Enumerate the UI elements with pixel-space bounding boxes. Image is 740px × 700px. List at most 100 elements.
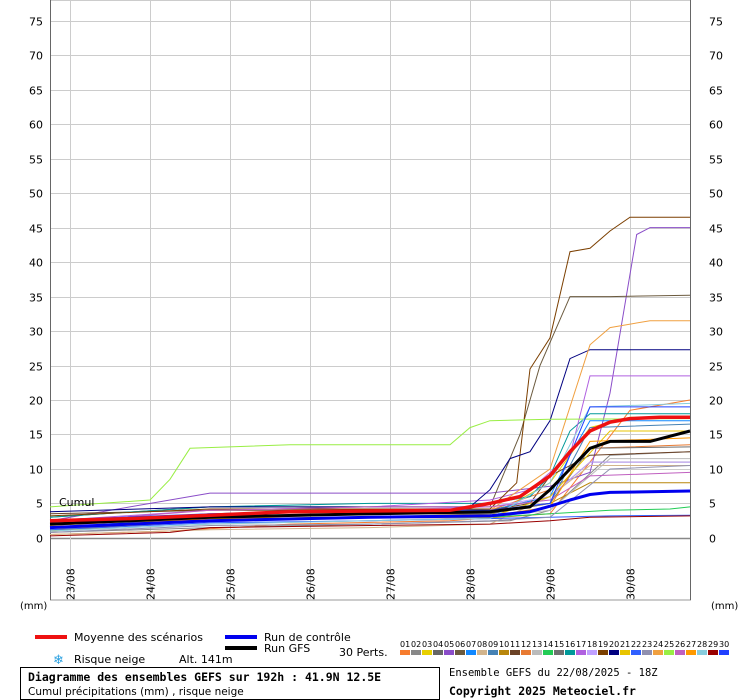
- member-legend-swatch: [433, 650, 443, 655]
- series-line-run-de-contr-le: [49, 489, 691, 530]
- x-tick-label: 23/08: [65, 568, 78, 600]
- member-legend-swatch: [499, 650, 509, 655]
- snowflake-icon: ❄: [53, 653, 64, 668]
- x-tick-label: 26/08: [305, 568, 318, 600]
- member-legend-swatch: [576, 650, 586, 655]
- member-legend-number: 02: [411, 640, 421, 649]
- y-tick-label-right: 35: [709, 292, 723, 305]
- member-legend-swatch: [565, 650, 575, 655]
- x-axis: 23/08 24/08 25/08 26/08 27/08 28/08 29/08 30/08: [65, 568, 638, 600]
- member-legend-swatch: [620, 650, 630, 655]
- member-legend-swatch: [642, 650, 652, 655]
- member-legend-number: 01: [400, 640, 410, 649]
- member-line-23: [49, 465, 691, 533]
- y-tick-label-right: 25: [709, 361, 723, 374]
- member-legend-swatch: [554, 650, 564, 655]
- y-tick-label-left: 20: [29, 395, 43, 408]
- member-legend-swatch: [598, 650, 608, 655]
- y-axis-right: 0 5 10 15 20 25 30 35 40 45 50 55 60 65 70 75: [709, 16, 723, 546]
- chart-grid: [50, 0, 691, 601]
- member-legend-swatch: [521, 650, 531, 655]
- series-line-moyenne-des-sc-narios: [49, 415, 690, 523]
- member-line-29: [49, 515, 691, 537]
- y-unit-right: (mm): [711, 601, 738, 612]
- y-tick-label-left: 60: [29, 119, 43, 132]
- member-legend-swatch: [664, 650, 674, 655]
- member-legend-number: 04: [433, 640, 443, 649]
- legend-gfs-label: Run GFS: [264, 642, 310, 655]
- y-tick-label-right: 60: [709, 119, 723, 132]
- legend-mean-label: Moyenne des scénarios: [74, 631, 203, 644]
- y-tick-label-right: 55: [709, 154, 723, 167]
- member-legend-swatch: [444, 650, 454, 655]
- member-legend-swatch: [488, 650, 498, 655]
- x-tick-label: 24/08: [145, 568, 158, 600]
- member-legend-number: 25: [664, 640, 674, 649]
- y-tick-label-right: 10: [709, 464, 723, 477]
- y-tick-label-right: 20: [709, 395, 723, 408]
- plot-area: [50, 0, 691, 601]
- y-tick-label-left: 10: [29, 464, 43, 477]
- perts-label: 30 Perts.: [339, 646, 388, 659]
- y-tick-label-left: 55: [29, 154, 43, 167]
- member-line-25: [49, 418, 691, 508]
- y-tick-label-right: 70: [709, 50, 723, 63]
- member-legend-swatch: [400, 650, 410, 655]
- y-tick-label-right: 15: [709, 429, 723, 442]
- member-legend-number: 09: [488, 640, 498, 649]
- member-legend-number: 24: [653, 640, 663, 649]
- member-legend-swatch: [675, 650, 685, 655]
- main-series: [49, 415, 691, 530]
- y-tick-label-right: 5: [709, 498, 716, 511]
- member-legend-swatch: [697, 650, 707, 655]
- member-legend-number: 29: [708, 640, 718, 649]
- member-legend-swatch: [719, 650, 729, 655]
- y-tick-label-left: 75: [29, 16, 43, 29]
- y-tick-label-left: 35: [29, 292, 43, 305]
- altitude-label: Alt. 141m: [179, 653, 233, 666]
- member-legend-number: 05: [444, 640, 454, 649]
- legend-snow-label: Risque neige: [74, 653, 145, 666]
- y-tick-label-left: 0: [36, 533, 43, 546]
- x-tick-label: 30/08: [625, 568, 638, 600]
- member-legend-number: 22: [631, 640, 641, 649]
- y-tick-label-left: 30: [29, 326, 43, 339]
- member-legend-number: 18: [587, 640, 597, 649]
- member-legend-swatch: [543, 650, 553, 655]
- member-legend-number: 28: [697, 640, 707, 649]
- x-tick-label: 28/08: [465, 568, 478, 600]
- y-tick-label-right: 0: [709, 533, 716, 546]
- y-tick-label-left: 70: [29, 50, 43, 63]
- y-tick-label-right: 30: [709, 326, 723, 339]
- member-line-26: [49, 471, 691, 524]
- y-tick-label-right: 65: [709, 85, 723, 98]
- chart-subtitle: Cumul précipitations (mm) , risque neige: [28, 686, 244, 698]
- member-legend-swatch: [631, 650, 641, 655]
- y-tick-label-right: 45: [709, 223, 723, 236]
- y-tick-label-left: 40: [29, 257, 43, 270]
- member-legend-swatch: [510, 650, 520, 655]
- member-legend-number: 13: [532, 640, 542, 649]
- member-legend-swatch: [455, 650, 465, 655]
- copyright: Copyright 2025 Meteociel.fr: [449, 684, 636, 698]
- member-legend-number: 23: [642, 640, 652, 649]
- y-tick-label-left: 5: [36, 498, 43, 511]
- member-legend: 01 02 03 04 05 06 07 08 09 10 11 12 13 14 15 16 17 18 19 20…: [400, 640, 729, 655]
- member-legend-swatch: [686, 650, 696, 655]
- member-legend-swatch: [466, 650, 476, 655]
- cumul-annotation: Cumul: [59, 496, 94, 509]
- member-legend-number: 06: [455, 640, 465, 649]
- member-legend-swatch: [609, 650, 619, 655]
- chart-title: Diagramme des ensembles GEFS sur 192h : …: [28, 670, 381, 684]
- member-legend-number: 19: [598, 640, 608, 649]
- member-legend-swatch: [411, 650, 421, 655]
- member-legend-swatch: [477, 650, 487, 655]
- member-legend-number: 30: [719, 640, 729, 649]
- legend: Moyenne des scénarios Run de contrôle Ru…: [35, 631, 729, 668]
- member-legend-number: 21: [620, 640, 630, 649]
- member-legend-number: 12: [521, 640, 531, 649]
- title-box: [20, 667, 440, 700]
- member-legend-number: 16: [565, 640, 575, 649]
- member-legend-number: 08: [477, 640, 487, 649]
- member-legend-number: 20: [609, 640, 619, 649]
